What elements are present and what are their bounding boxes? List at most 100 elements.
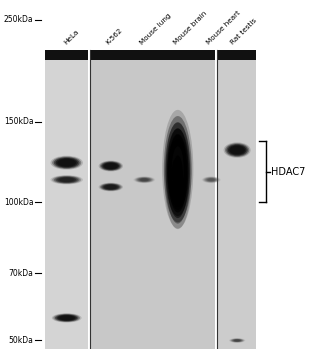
Text: Rat testis: Rat testis	[230, 18, 258, 46]
Ellipse shape	[172, 155, 183, 197]
Ellipse shape	[168, 145, 181, 197]
Ellipse shape	[56, 315, 77, 321]
Ellipse shape	[56, 177, 78, 183]
Ellipse shape	[234, 148, 241, 152]
Bar	[92, 50, 215, 60]
Ellipse shape	[109, 165, 113, 167]
Ellipse shape	[171, 157, 178, 185]
Bar	[45, 50, 88, 60]
Ellipse shape	[209, 179, 214, 181]
Ellipse shape	[142, 179, 146, 180]
Text: 70kDa: 70kDa	[9, 269, 33, 278]
Ellipse shape	[52, 156, 81, 169]
Ellipse shape	[64, 179, 69, 181]
Ellipse shape	[106, 164, 116, 168]
Ellipse shape	[168, 140, 187, 212]
Ellipse shape	[60, 160, 73, 165]
Ellipse shape	[176, 167, 180, 185]
Ellipse shape	[167, 128, 188, 210]
Ellipse shape	[234, 340, 240, 341]
Ellipse shape	[59, 177, 75, 182]
Ellipse shape	[172, 146, 184, 192]
Bar	[45, 50, 88, 349]
Ellipse shape	[173, 163, 177, 179]
Ellipse shape	[172, 147, 184, 191]
Ellipse shape	[208, 178, 215, 181]
Ellipse shape	[232, 339, 242, 342]
Ellipse shape	[207, 178, 216, 181]
Ellipse shape	[108, 186, 114, 188]
Ellipse shape	[170, 151, 180, 191]
Ellipse shape	[140, 178, 148, 181]
Ellipse shape	[140, 178, 148, 181]
Ellipse shape	[162, 110, 193, 229]
Ellipse shape	[102, 184, 119, 190]
Ellipse shape	[164, 123, 191, 229]
Ellipse shape	[171, 150, 184, 202]
Ellipse shape	[60, 316, 74, 320]
Ellipse shape	[171, 154, 179, 188]
Ellipse shape	[173, 156, 183, 196]
Ellipse shape	[229, 146, 245, 155]
Ellipse shape	[224, 142, 251, 158]
Ellipse shape	[170, 141, 185, 197]
Ellipse shape	[61, 316, 72, 320]
Ellipse shape	[61, 316, 72, 320]
Ellipse shape	[64, 162, 69, 164]
Ellipse shape	[202, 176, 221, 183]
Ellipse shape	[57, 159, 76, 167]
Ellipse shape	[139, 178, 149, 181]
Bar	[219, 50, 256, 349]
Ellipse shape	[232, 147, 242, 153]
Text: Mouse heart: Mouse heart	[205, 10, 242, 46]
Ellipse shape	[60, 178, 73, 182]
Ellipse shape	[104, 163, 118, 169]
Ellipse shape	[60, 160, 73, 166]
Ellipse shape	[175, 159, 180, 179]
Text: Mouse brain: Mouse brain	[172, 10, 208, 46]
Bar	[219, 50, 256, 60]
Ellipse shape	[229, 338, 245, 343]
Ellipse shape	[59, 159, 75, 166]
Text: 100kDa: 100kDa	[4, 198, 33, 207]
Ellipse shape	[51, 175, 83, 184]
Ellipse shape	[231, 146, 244, 154]
Ellipse shape	[99, 183, 123, 191]
Ellipse shape	[173, 166, 176, 176]
Ellipse shape	[164, 116, 192, 222]
Ellipse shape	[167, 134, 188, 218]
Ellipse shape	[100, 183, 122, 191]
Ellipse shape	[51, 156, 83, 170]
Ellipse shape	[230, 338, 244, 343]
Ellipse shape	[236, 340, 238, 341]
Ellipse shape	[165, 122, 190, 216]
Ellipse shape	[166, 128, 190, 224]
Ellipse shape	[205, 177, 218, 182]
Ellipse shape	[105, 163, 116, 169]
Ellipse shape	[57, 177, 76, 182]
Ellipse shape	[63, 317, 71, 319]
Ellipse shape	[54, 157, 80, 168]
Ellipse shape	[138, 178, 151, 182]
Ellipse shape	[101, 162, 120, 170]
Ellipse shape	[232, 147, 242, 153]
Ellipse shape	[64, 317, 69, 318]
Ellipse shape	[173, 153, 182, 185]
Ellipse shape	[204, 177, 219, 182]
Ellipse shape	[106, 164, 116, 168]
Ellipse shape	[172, 160, 178, 182]
Ellipse shape	[210, 179, 213, 180]
Ellipse shape	[101, 184, 120, 190]
Ellipse shape	[225, 143, 249, 157]
Ellipse shape	[231, 339, 244, 342]
Ellipse shape	[234, 340, 240, 341]
Ellipse shape	[58, 315, 76, 321]
Ellipse shape	[52, 313, 82, 323]
Bar	[92, 50, 215, 349]
Ellipse shape	[55, 314, 78, 322]
Ellipse shape	[235, 340, 239, 341]
Ellipse shape	[174, 162, 181, 190]
Ellipse shape	[100, 161, 122, 171]
Text: 250kDa: 250kDa	[4, 15, 33, 24]
Ellipse shape	[62, 161, 71, 164]
